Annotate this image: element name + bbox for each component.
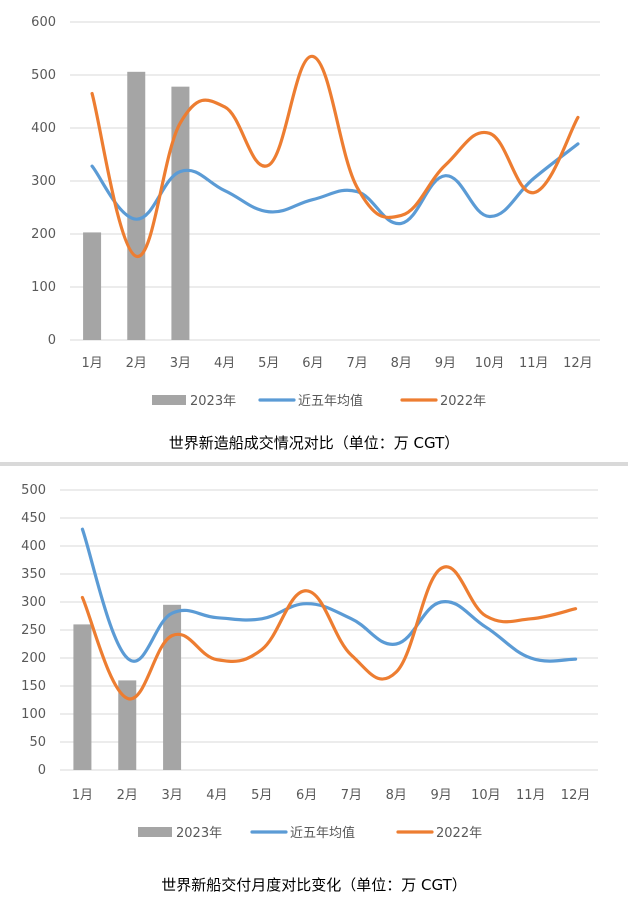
bar-3 [163, 604, 182, 770]
x-tick-label: 10月 [475, 356, 505, 371]
y-tick-label: 50 [29, 735, 46, 750]
x-tick-label: 2月 [126, 356, 147, 371]
x-tick-label: 3月 [170, 356, 191, 371]
y-tick-label: 0 [38, 763, 46, 778]
x-tick-label: 12月 [561, 788, 591, 803]
y-tick-label: 200 [21, 651, 46, 666]
y-tick-label: 600 [31, 15, 56, 30]
y-tick-label: 100 [31, 280, 56, 295]
x-tick-label: 11月 [516, 788, 546, 803]
x-tick-label: 4月 [214, 356, 235, 371]
y-tick-label: 250 [21, 623, 46, 638]
legend-label: 近五年均值 [298, 393, 363, 409]
y-tick-label: 500 [21, 483, 46, 498]
x-tick-label: 5月 [258, 356, 279, 371]
x-tick-label: 10月 [471, 788, 501, 803]
x-tick-label: 5月 [251, 788, 272, 803]
legend-label: 2023年 [190, 394, 236, 409]
bar-3 [171, 86, 190, 340]
y-tick-label: 300 [31, 174, 56, 189]
series-line-1 [80, 527, 578, 663]
chart-bottom-svg: 0 50 100 150 200 250 300 350 400 450 500 1月 2月 3月 4月 5月… [21, 483, 598, 841]
chart-top-title: 世界新造船成交情况对比（单位：万 CGT） [168, 434, 460, 452]
bar-2 [118, 680, 137, 770]
chart-panel-top: 0 100 200 300 400 500 600 1月 2月 3月 4月 5月 6月 7月 8月 9月 10月… [31, 15, 600, 452]
series-line-2 [90, 54, 580, 258]
y-tick-label: 400 [31, 121, 56, 136]
y-tick-label: 500 [31, 68, 56, 83]
x-tick-label: 3月 [161, 788, 182, 803]
x-tick-label: 8月 [391, 356, 412, 371]
x-tick-label: 11月 [519, 356, 549, 371]
y-tick-label: 400 [21, 539, 46, 554]
x-tick-label: 9月 [435, 356, 456, 371]
x-tick-label: 6月 [302, 356, 323, 371]
bar-2 [127, 71, 146, 340]
bar-1 [83, 232, 102, 340]
y-tick-label: 300 [21, 595, 46, 610]
y-tick-label: 450 [21, 511, 46, 526]
legend-swatch-bar [138, 827, 172, 837]
chart-panel-bottom: 0 50 100 150 200 250 300 350 400 450 500 1月 2月 3月 4月 5月… [0, 466, 628, 902]
y-tick-label: 350 [21, 567, 46, 582]
y-tick-label: 0 [48, 333, 56, 348]
bar-1 [73, 624, 92, 770]
x-tick-label: 12月 [563, 356, 593, 371]
legend-swatch-bar [152, 395, 186, 405]
legend-label: 2023年 [176, 826, 222, 841]
x-tick-label: 2月 [117, 788, 138, 803]
legend-label: 2022年 [436, 826, 482, 841]
y-tick-label: 100 [21, 707, 46, 722]
series-line-2 [80, 565, 578, 701]
x-tick-label: 7月 [341, 788, 362, 803]
chart-bottom-title: 世界新船交付月度对比变化（单位：万 CGT） [161, 876, 467, 894]
x-tick-label: 1月 [72, 788, 93, 803]
legend-label: 2022年 [440, 394, 486, 409]
x-tick-label: 1月 [81, 356, 102, 371]
legend-label: 近五年均值 [290, 825, 355, 841]
panel-separator [0, 462, 628, 466]
x-tick-label: 9月 [430, 788, 451, 803]
y-tick-label: 150 [21, 679, 46, 694]
x-tick-label: 7月 [346, 356, 367, 371]
chart-top-svg: 0 100 200 300 400 500 600 1月 2月 3月 4月 5月 6月 7月 8月 9月 10月… [31, 15, 600, 409]
x-tick-label: 8月 [386, 788, 407, 803]
y-tick-label: 200 [31, 227, 56, 242]
x-tick-label: 6月 [296, 788, 317, 803]
series-line-1 [90, 142, 580, 226]
x-tick-label: 4月 [206, 788, 227, 803]
